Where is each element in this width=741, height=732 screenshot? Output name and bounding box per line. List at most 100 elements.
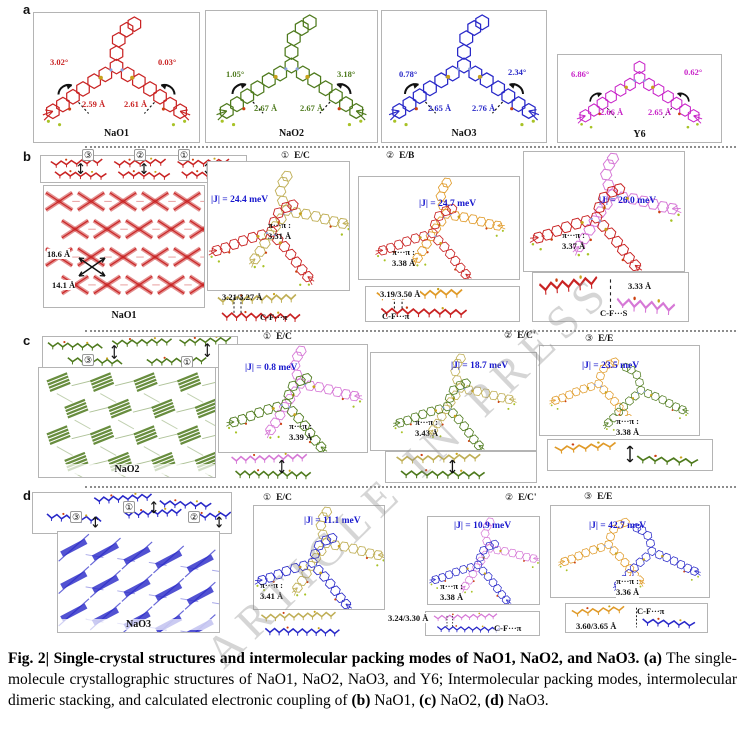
nao1-packing-drawing bbox=[44, 190, 204, 296]
dimer-d3-sideview bbox=[571, 605, 696, 629]
nao3-angle-right: 2.34° bbox=[508, 67, 527, 77]
nao2-crystal-name: NaO2 bbox=[39, 464, 215, 475]
nao3-name: NaO3 bbox=[451, 128, 477, 139]
nao2-molecule-drawing bbox=[216, 14, 367, 127]
y6-molecule-box: 6.86° 0.62° 2.66 Å 2.65 Å Y6 bbox=[557, 54, 722, 143]
nao3-stacking-strip bbox=[32, 492, 232, 534]
dimer-d3-number: ③ bbox=[584, 491, 593, 501]
dimer-c2-box: |J| = 18.7 meV π···π : 3.43 Å bbox=[370, 352, 537, 451]
nao2-packing-drawing bbox=[46, 372, 215, 477]
separator-line bbox=[85, 146, 736, 148]
dimer-d1-pi: π···π : 3.41 Å bbox=[260, 580, 284, 602]
nao3-strip-drawing bbox=[46, 493, 231, 528]
dimer-b3-box: |J| = 26.0 meV π···π : 3.37 Å bbox=[523, 151, 685, 272]
dimer-c2-coupling: |J| = 18.7 meV bbox=[451, 361, 509, 371]
dimer-d2-number: ② bbox=[505, 492, 514, 502]
dimer-d1-box: |J| = 11.1 meV π···π : 3.41 Å bbox=[253, 505, 385, 610]
dimer-c2-header: ② E/C' bbox=[504, 330, 536, 341]
dimer-c3-sideview bbox=[554, 441, 699, 467]
dimer-c1-box: |J| = 0.8 meV π···π : 3.39 Å bbox=[218, 344, 368, 453]
dimer-c3-mode: E/E bbox=[598, 334, 614, 344]
dimer-d1-sideview bbox=[260, 610, 340, 637]
dimer-c1-number: ① bbox=[263, 331, 272, 341]
dimer-b3-drawing bbox=[529, 152, 682, 271]
separator-line bbox=[85, 486, 736, 488]
dimer-b1-coupling: |J| = 24.4 meV bbox=[211, 195, 269, 205]
dimer-b2-contact: C-F···π bbox=[382, 311, 410, 321]
panel-b-label: b bbox=[23, 149, 31, 164]
dimer-b2-contact-box bbox=[365, 286, 520, 322]
nao2-dist-left: 2.67 Å bbox=[254, 103, 278, 113]
dimer-c1-header: ① E/C bbox=[263, 331, 292, 342]
separator-line bbox=[85, 330, 736, 332]
dimer-c2-contact-box bbox=[385, 451, 537, 483]
dimer-c2-mode: E/C' bbox=[517, 331, 536, 341]
nao1-molecule-drawing bbox=[42, 16, 191, 127]
nao2-dist-right: 2.67 Å bbox=[300, 103, 324, 113]
dimer-d2-contact: C-F···π bbox=[494, 623, 522, 633]
nao1-angle-left: 3.02° bbox=[50, 57, 69, 67]
dimer-b2-pi: π···π : 3.38 Å bbox=[392, 247, 416, 269]
dimer-d1-coupling: |J| = 11.1 meV bbox=[304, 516, 361, 526]
dimer-b1-drawing bbox=[208, 170, 349, 286]
dimer-b2-coupling: |J| = 24.7 meV bbox=[419, 199, 477, 209]
caption-title: Single-crystal structures and intermolec… bbox=[49, 650, 644, 667]
nao2-molecule-box: 1.05° 3.18° 2.67 Å 2.67 Å NaO2 bbox=[205, 10, 378, 143]
dimer-b1-contact-dist: 3.21/3.27 Å bbox=[222, 292, 263, 302]
nao1-name: NaO1 bbox=[104, 128, 129, 139]
nao2-angle-right: 3.18° bbox=[337, 69, 356, 79]
nao1-angle-right: 0.03° bbox=[158, 57, 177, 67]
dimer-c3-contact-box bbox=[547, 439, 713, 471]
dimer-d3-contact-dist: 3.60/3.65 Å bbox=[576, 621, 617, 631]
y6-dist-left: 2.66 Å bbox=[600, 107, 624, 117]
y6-angle-right: 0.62° bbox=[684, 67, 703, 77]
strip-d-number-2: ② bbox=[188, 511, 201, 523]
nao1-dist-left: 2.59 Å bbox=[82, 99, 106, 109]
strip-c-number-3: ③ bbox=[82, 354, 95, 366]
dimer-d1-mode: E/C bbox=[276, 493, 292, 503]
dimer-c2-drawing bbox=[392, 353, 517, 450]
dimer-b2-box: |J| = 24.7 meV π···π : 3.38 Å bbox=[358, 176, 520, 280]
dimer-d2-pi: π···π : 3.38 Å bbox=[440, 581, 464, 603]
dimer-b3-contact: C-F···S bbox=[600, 308, 628, 318]
dimer-c1-mode: E/C bbox=[276, 332, 292, 342]
dimer-c3-header: ③ E/E bbox=[585, 333, 613, 344]
y6-molecule-drawing bbox=[576, 60, 703, 129]
dimer-c2-sideview bbox=[396, 452, 486, 480]
dimer-d2-header: ② E/C' bbox=[505, 492, 537, 503]
dimer-d1-drawing bbox=[254, 506, 384, 609]
dimer-b2-number: ② bbox=[386, 150, 395, 160]
nao2-angle-left: 1.05° bbox=[226, 69, 245, 79]
dimer-c2-pi: π···π : 3.43 Å bbox=[415, 417, 439, 439]
nao3-dist-right: 2.76 Å bbox=[472, 103, 496, 113]
panel-d-label: d bbox=[23, 488, 31, 503]
dimer-b1-sideview bbox=[217, 292, 301, 323]
dimer-c1-sideview bbox=[231, 452, 312, 480]
caption-body: (a) The single-molecule crystallographic… bbox=[8, 650, 737, 709]
dimer-d2-sideview bbox=[433, 612, 501, 633]
dimer-d2-contact-box bbox=[425, 611, 540, 636]
dimer-c3-number: ③ bbox=[585, 333, 594, 343]
dimer-c1-pi: π···π : 3.39 Å bbox=[289, 421, 313, 443]
lattice-d1: 18.6 Å bbox=[47, 249, 71, 259]
dimer-d2-contact-dist: 3.24/3.30 Å bbox=[388, 613, 429, 623]
y6-dist-right: 2.65 Å bbox=[648, 107, 672, 117]
dimer-b1-contact: C-F···π bbox=[260, 312, 288, 322]
nao3-crystal-name: NaO3 bbox=[58, 619, 219, 630]
dimer-d1-number: ① bbox=[263, 492, 272, 502]
dimer-d2-mode: E/C' bbox=[518, 493, 537, 503]
dimer-c3-coupling: |J| = 23.5 meV bbox=[582, 361, 640, 371]
dimer-b2-drawing bbox=[375, 177, 506, 279]
dimer-d2-coupling: |J| = 10.9 meV bbox=[454, 521, 512, 531]
dimer-d2-box: |J| = 10.9 meV π···π : 3.38 Å bbox=[427, 516, 540, 605]
lattice-d2: 14.1 Å bbox=[52, 280, 76, 290]
y6-angle-left: 6.86° bbox=[571, 69, 590, 79]
dimer-b2-header: ② E/B bbox=[386, 150, 414, 161]
panel-c-label: c bbox=[23, 333, 31, 348]
dimer-b2-contact-dist: 3.19/3.50 Å bbox=[380, 289, 421, 299]
y6-name: Y6 bbox=[633, 129, 646, 140]
strip-number-1: ① bbox=[178, 149, 191, 161]
dimer-d3-header: ③ E/E bbox=[584, 491, 612, 502]
dimer-c1-coupling: |J| = 0.8 meV bbox=[245, 363, 298, 373]
nao3-packing-drawing bbox=[58, 533, 219, 632]
